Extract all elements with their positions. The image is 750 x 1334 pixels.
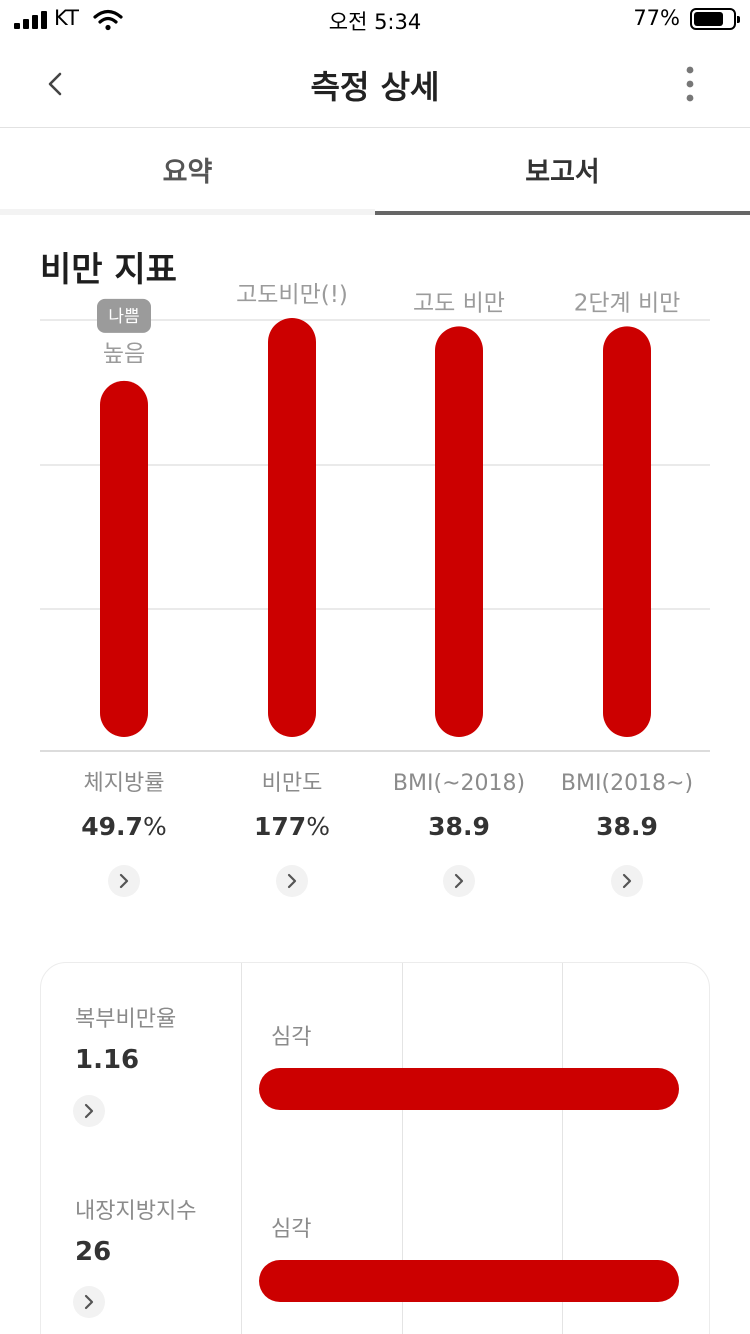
bar-level-label: 고도비만(!) bbox=[236, 282, 348, 308]
column-divider bbox=[562, 963, 563, 1334]
app-header: 측정 상세 bbox=[0, 40, 750, 128]
wifi-icon bbox=[93, 9, 123, 31]
status-bar: KT 오전 5:34 77% bbox=[0, 0, 750, 40]
bar-level-label: 2단계 비만 bbox=[574, 290, 681, 316]
chevron-right-icon[interactable] bbox=[611, 865, 643, 897]
status-badge-label: 나쁨 bbox=[108, 307, 139, 327]
metric-body-fat: 체지방률 49.7% bbox=[40, 766, 208, 897]
status-badge bbox=[97, 298, 151, 333]
metric-value: 38.9 bbox=[428, 812, 490, 841]
battery-level bbox=[694, 12, 724, 26]
status-time: 오전 5:34 bbox=[328, 10, 422, 34]
page-title: 측정 상세 bbox=[310, 68, 440, 106]
bar-3 bbox=[435, 326, 483, 737]
metric-bmi-old: BMI(~2018) 38.9 bbox=[375, 766, 543, 897]
chevron-right-icon[interactable] bbox=[276, 865, 308, 897]
metric-value: 49.7% bbox=[81, 812, 167, 841]
column-divider bbox=[402, 963, 403, 1334]
battery-icon bbox=[690, 8, 740, 30]
chevron-left-icon[interactable] bbox=[30, 62, 80, 106]
bars-layer: 높음 나쁨 고도비만(!) 고도 비만 2단계 비만 bbox=[97, 282, 680, 737]
visceral-level: 심각 bbox=[271, 1217, 312, 1242]
metric-value: 177% bbox=[254, 812, 330, 841]
abdominal-value: 1.16 bbox=[75, 1045, 140, 1075]
metric-bmi-new: BMI(2018~) 38.9 bbox=[543, 766, 711, 897]
column-divider bbox=[241, 963, 242, 1334]
more-vertical-icon[interactable] bbox=[674, 64, 706, 104]
obesity-bar-chart: 높음 나쁨 고도비만(!) 고도 비만 2단계 비만 bbox=[40, 282, 710, 752]
abdominal-level-bar bbox=[259, 1068, 679, 1110]
abdominal-label: 복부비만율 bbox=[75, 1007, 177, 1032]
tab-report[interactable]: 보고서 bbox=[375, 129, 750, 215]
metric-label: BMI(2018~) bbox=[560, 771, 694, 796]
metric-label: BMI(~2018) bbox=[392, 771, 526, 796]
bar-2 bbox=[268, 318, 316, 737]
metric-label: 체지방률 bbox=[83, 771, 165, 796]
abdominal-level: 심각 bbox=[271, 1025, 312, 1050]
bar-4 bbox=[603, 326, 651, 737]
bar-level-label: 고도 비만 bbox=[413, 290, 505, 316]
chevron-right-icon[interactable] bbox=[73, 1286, 105, 1318]
signal-icon bbox=[14, 11, 48, 29]
chevron-right-icon[interactable] bbox=[443, 865, 475, 897]
visceral-value: 26 bbox=[75, 1237, 112, 1267]
visceral-label: 내장지방지수 bbox=[75, 1199, 197, 1224]
bar-level-label: 높음 bbox=[103, 341, 145, 367]
tab-summary[interactable]: 요약 bbox=[0, 129, 375, 215]
chevron-right-icon[interactable] bbox=[108, 865, 140, 897]
tab-bar: 요약 보고서 bbox=[0, 129, 750, 215]
risk-card: 복부비만율 1.16 심각 내장지방지수 26 심각 bbox=[40, 962, 710, 1334]
carrier-name: KT bbox=[54, 6, 79, 30]
metric-value: 38.9 bbox=[596, 812, 658, 841]
battery-percent: 77% bbox=[633, 6, 680, 30]
metric-obesity-degree: 비만도 177% bbox=[208, 766, 376, 897]
metric-label: 비만도 bbox=[261, 771, 323, 796]
chevron-right-icon[interactable] bbox=[73, 1095, 105, 1127]
visceral-level-bar bbox=[259, 1260, 679, 1302]
bar-1 bbox=[100, 380, 148, 737]
section-title: 비만 지표 bbox=[40, 250, 177, 290]
